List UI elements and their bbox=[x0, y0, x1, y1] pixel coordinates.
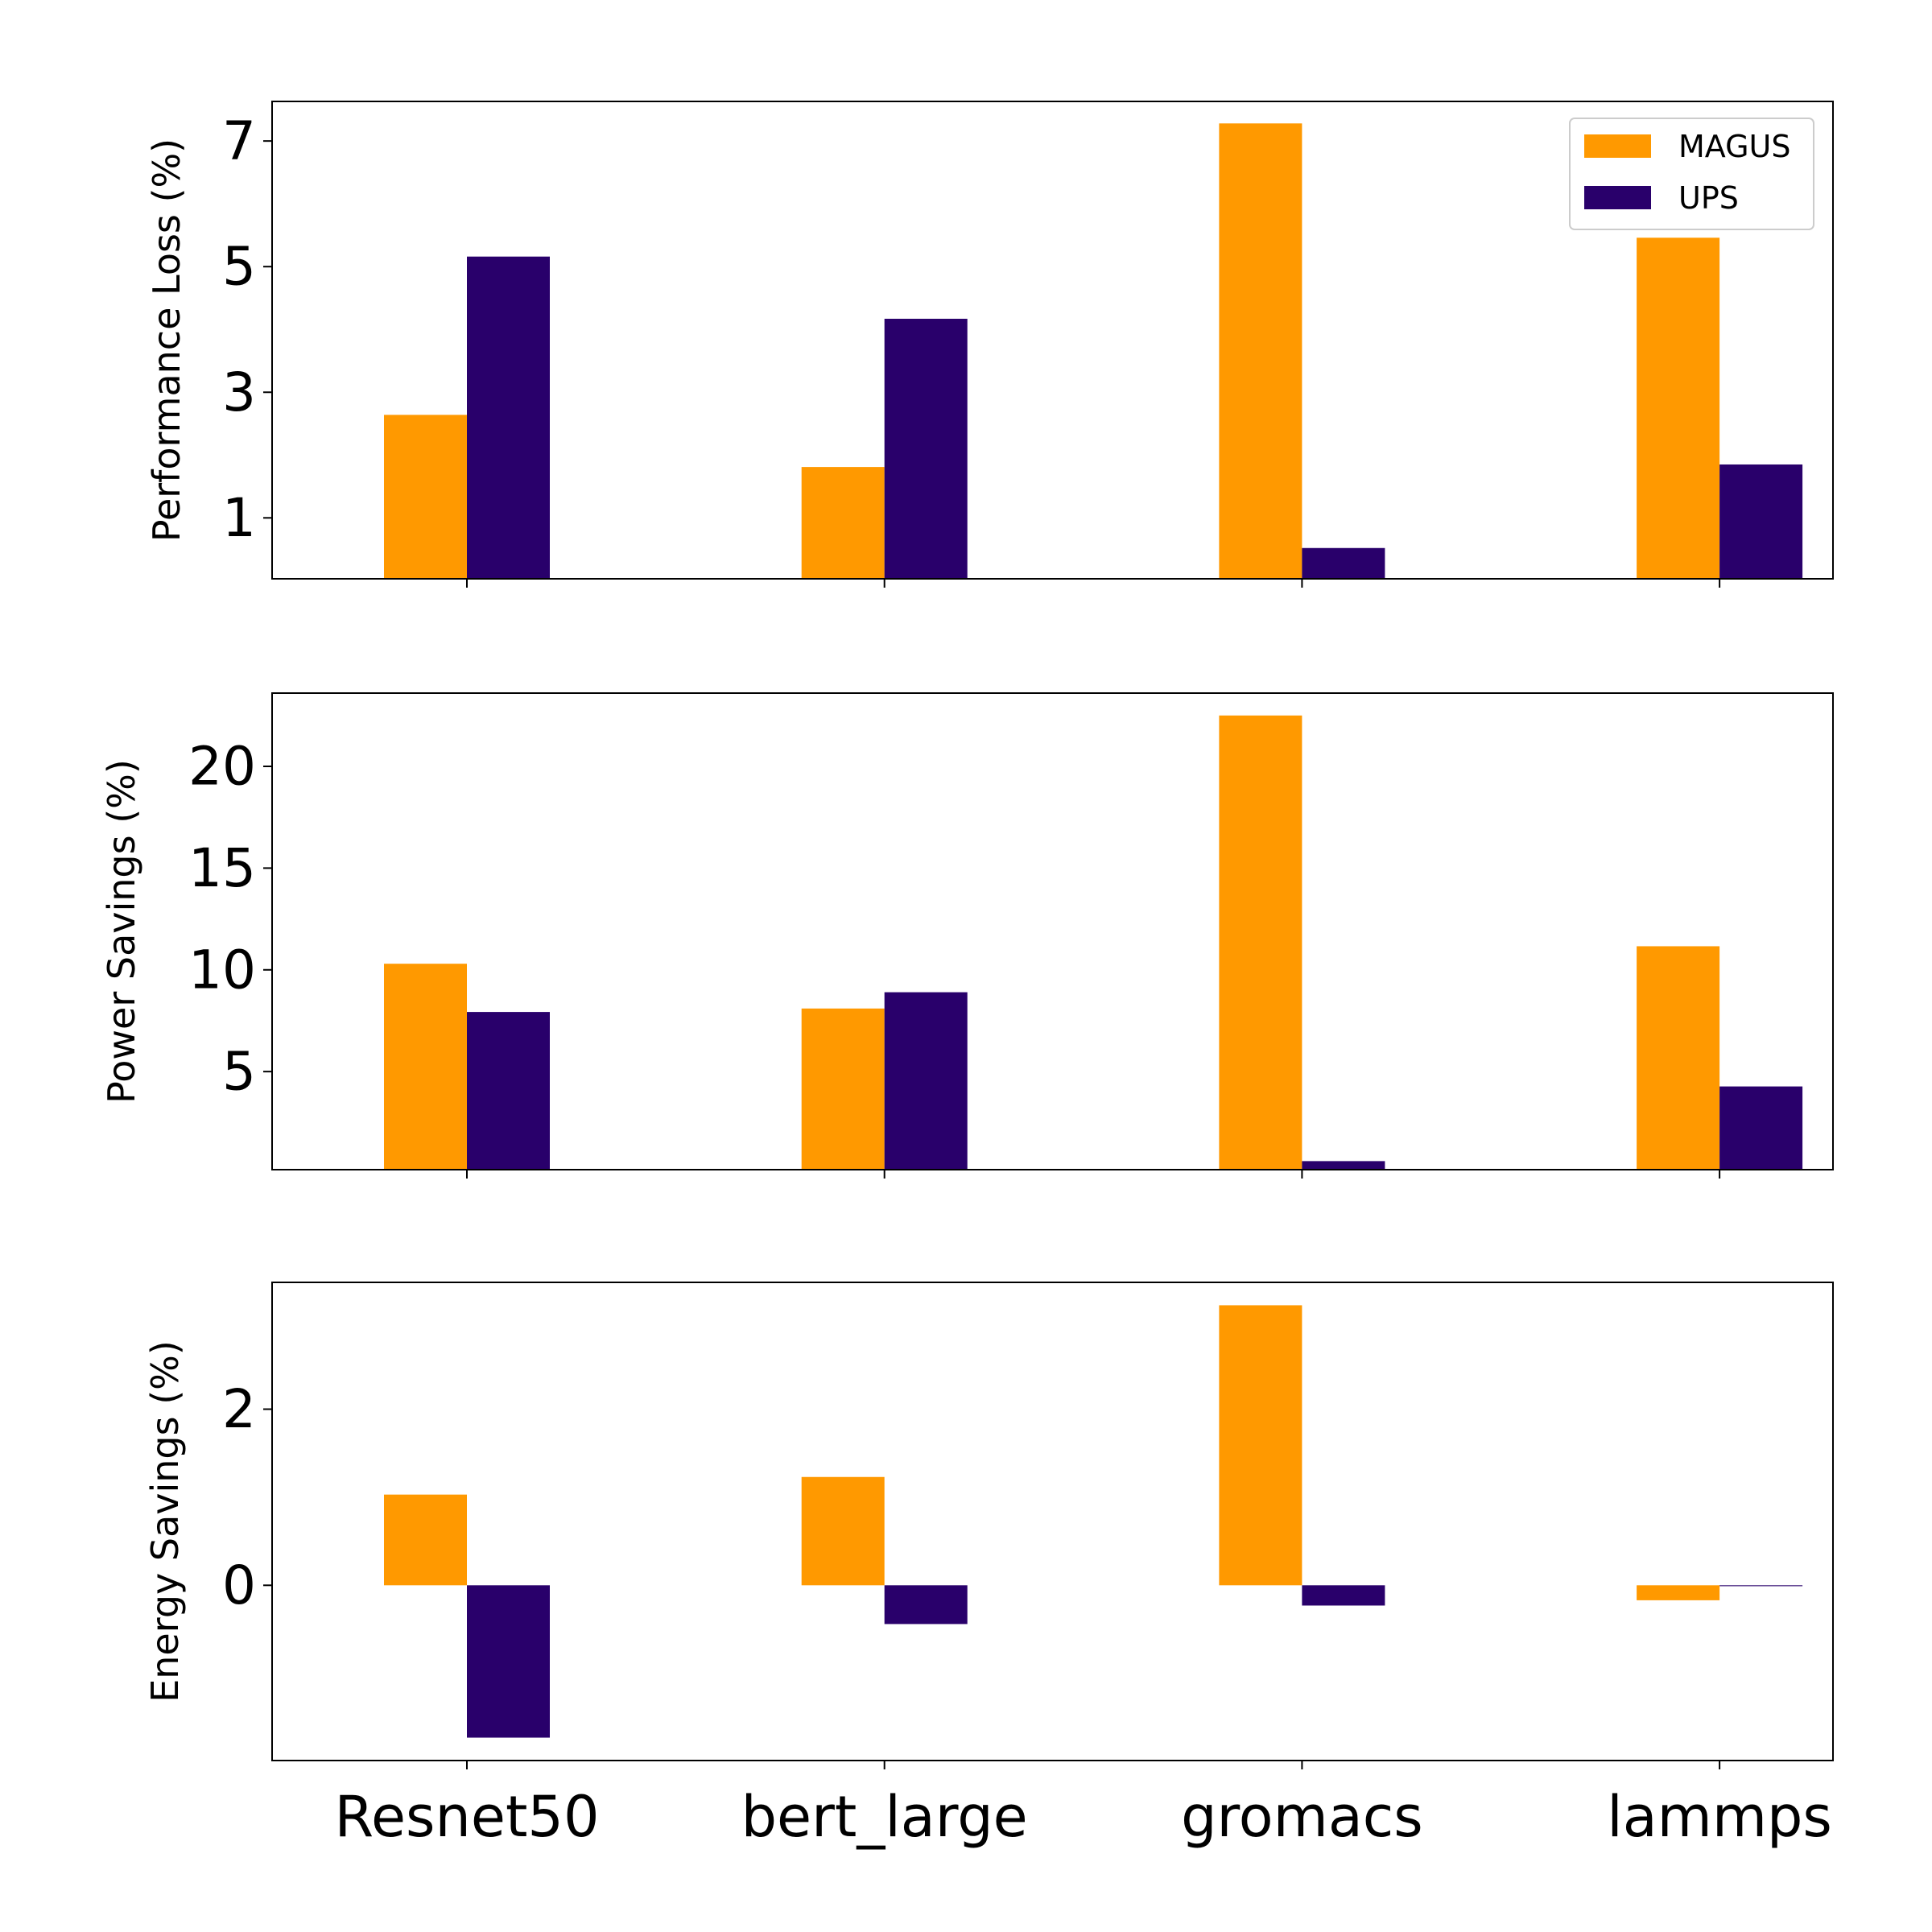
bar bbox=[801, 467, 885, 579]
y-tick-label: 0 bbox=[222, 1554, 256, 1616]
axes-frame bbox=[271, 101, 1834, 580]
y-tick-label: 7 bbox=[222, 110, 256, 172]
legend-swatch bbox=[1584, 134, 1651, 158]
bar bbox=[467, 256, 550, 579]
axes-frame bbox=[271, 692, 1834, 1170]
bar bbox=[884, 992, 968, 1170]
bar bbox=[884, 1585, 968, 1624]
bar bbox=[467, 1585, 550, 1738]
bar bbox=[1219, 1305, 1302, 1586]
bar bbox=[801, 1008, 885, 1170]
bar bbox=[467, 1012, 550, 1170]
legend-label: UPS bbox=[1678, 180, 1739, 216]
y-axis-label: Performance Loss (%) bbox=[145, 138, 188, 542]
y-tick-label: 5 bbox=[222, 1041, 256, 1103]
y-tick-label: 3 bbox=[222, 361, 256, 423]
bar bbox=[801, 1476, 885, 1586]
axes-frame bbox=[271, 1282, 1834, 1761]
y-tick-label: 2 bbox=[222, 1378, 256, 1440]
y-tick-label: 20 bbox=[188, 735, 256, 797]
y-tick-label: 1 bbox=[222, 487, 256, 549]
bar bbox=[1302, 1161, 1385, 1170]
legend-swatch bbox=[1584, 186, 1651, 209]
x-tick-label: gromacs bbox=[1181, 1784, 1423, 1850]
bar bbox=[1719, 1086, 1803, 1170]
bar bbox=[1719, 1585, 1803, 1587]
bar bbox=[884, 318, 968, 579]
bar bbox=[1637, 946, 1720, 1170]
x-tick-label: lammps bbox=[1607, 1784, 1832, 1850]
y-tick-label: 15 bbox=[188, 837, 256, 899]
bar bbox=[1302, 1585, 1385, 1606]
bar bbox=[384, 415, 467, 579]
bar bbox=[1719, 464, 1803, 579]
bar bbox=[384, 1494, 467, 1586]
x-tick-label: Resnet50 bbox=[335, 1784, 600, 1850]
y-axis-label: Energy Savings (%) bbox=[143, 1340, 187, 1703]
y-tick-label: 10 bbox=[188, 939, 256, 1001]
y-axis-label: Power Savings (%) bbox=[100, 759, 143, 1104]
bar bbox=[1302, 547, 1385, 579]
x-tick-label: bert_large bbox=[741, 1784, 1028, 1850]
bar bbox=[384, 964, 467, 1170]
legend-label: MAGUS bbox=[1678, 129, 1791, 164]
y-tick-label: 5 bbox=[222, 236, 256, 298]
bar bbox=[1637, 1585, 1720, 1600]
bar bbox=[1219, 123, 1302, 579]
bar bbox=[1219, 715, 1302, 1170]
bar bbox=[1637, 237, 1720, 579]
